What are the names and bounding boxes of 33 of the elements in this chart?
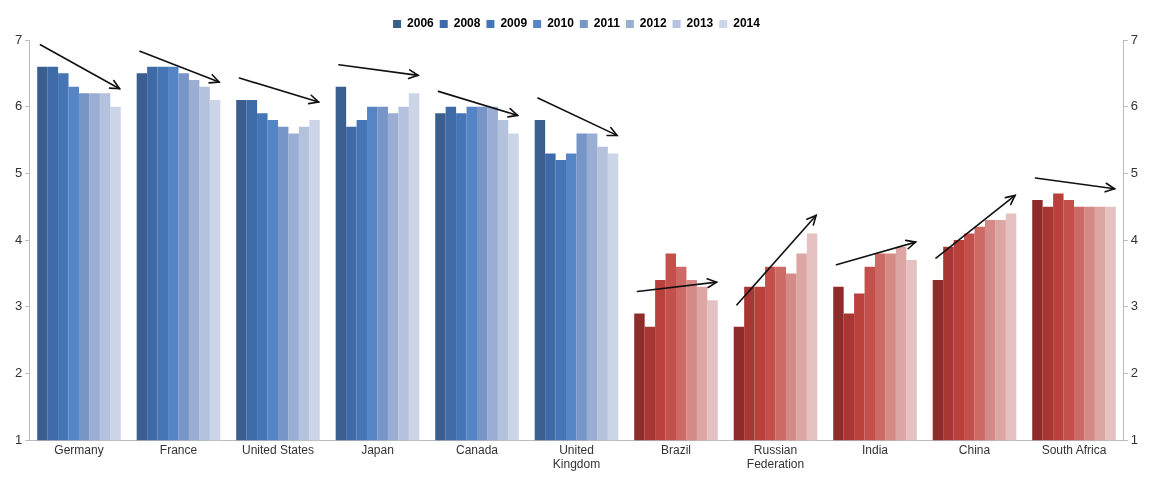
x-tick-label: United States: [241, 442, 315, 457]
y-tick-label: 7: [15, 31, 23, 47]
y2-tick-label: 2: [1130, 365, 1138, 381]
legend-label: 2012: [639, 16, 667, 31]
x-tick-label: Russian Federation: [746, 442, 805, 472]
x-tick-label: Japan: [361, 442, 394, 457]
y2-tick-label: 7: [1130, 31, 1138, 47]
y2-tick-label: 6: [1130, 98, 1138, 114]
x-tick-label: Germany: [54, 442, 104, 457]
y-tick-label: 5: [15, 164, 23, 180]
x-tick-label: South Africa: [1041, 442, 1107, 457]
x-tick-label: Brazil: [661, 442, 692, 457]
y-tick-label: 4: [15, 231, 23, 247]
x-tick-label: France: [159, 442, 198, 457]
y-tick-label: 6: [15, 98, 23, 114]
legend-label: 2013: [686, 16, 714, 31]
y2-tick-label: 3: [1130, 298, 1138, 314]
y-tick-label: 2: [15, 365, 23, 381]
legend-label: 2014: [733, 16, 761, 31]
x-tick-label: India: [862, 442, 889, 457]
y2-tick-label: 1: [1130, 431, 1138, 447]
legend-label: 2010: [547, 16, 575, 31]
x-tick-label: China: [958, 442, 991, 457]
legend-label: 2009: [500, 16, 528, 31]
y-tick-label: 3: [15, 298, 23, 314]
legend-label: 2006: [407, 16, 435, 31]
y-tick-label: 1: [15, 431, 23, 447]
legend-label: 2011: [593, 16, 621, 31]
legend-label: 2008: [453, 16, 481, 31]
y2-tick-label: 4: [1130, 231, 1138, 247]
x-tick-label: United Kingdom: [552, 442, 601, 472]
x-tick-label: Canada: [455, 442, 499, 457]
y2-tick-label: 5: [1130, 164, 1138, 180]
